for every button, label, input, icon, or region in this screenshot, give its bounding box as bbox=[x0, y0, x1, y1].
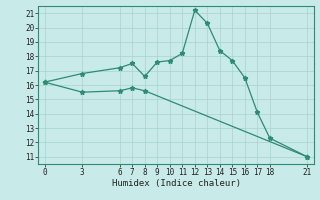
X-axis label: Humidex (Indice chaleur): Humidex (Indice chaleur) bbox=[111, 179, 241, 188]
